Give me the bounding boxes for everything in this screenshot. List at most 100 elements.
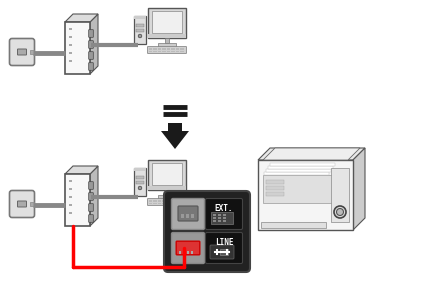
Bar — [134, 168, 146, 171]
Bar — [148, 8, 186, 38]
Polygon shape — [90, 14, 98, 74]
FancyBboxPatch shape — [89, 41, 94, 48]
Bar — [270, 163, 335, 166]
Bar — [158, 51, 162, 52]
Bar — [167, 201, 170, 202]
Bar — [266, 192, 284, 196]
Bar — [167, 200, 170, 201]
Bar — [181, 200, 184, 201]
Bar — [179, 251, 181, 254]
Bar — [218, 214, 221, 216]
FancyBboxPatch shape — [89, 193, 94, 200]
Bar — [148, 160, 186, 190]
Bar — [181, 49, 184, 50]
Bar — [176, 48, 179, 49]
Bar — [149, 200, 153, 201]
Bar — [263, 175, 333, 203]
Text: LINE: LINE — [215, 238, 233, 247]
FancyBboxPatch shape — [172, 232, 204, 263]
Bar — [266, 180, 284, 184]
Bar — [181, 201, 184, 202]
Bar — [136, 181, 144, 184]
Bar — [149, 49, 153, 50]
FancyBboxPatch shape — [147, 46, 187, 53]
Circle shape — [138, 34, 142, 38]
Bar — [172, 203, 175, 204]
Bar — [268, 166, 333, 169]
Bar — [165, 38, 169, 43]
Bar — [69, 212, 72, 214]
Bar — [158, 49, 162, 50]
Bar — [152, 11, 182, 33]
Bar — [167, 51, 170, 52]
Bar — [261, 222, 326, 228]
Bar — [69, 60, 72, 62]
Polygon shape — [65, 14, 98, 22]
Bar — [223, 214, 226, 216]
Bar — [176, 203, 179, 204]
Bar — [181, 203, 184, 204]
Bar — [266, 186, 284, 190]
Bar — [136, 29, 144, 32]
Bar — [223, 217, 226, 219]
Bar — [162, 49, 166, 50]
Bar — [220, 249, 228, 255]
Bar — [158, 48, 162, 49]
Circle shape — [334, 206, 346, 218]
Bar — [148, 34, 186, 38]
Bar — [69, 36, 72, 38]
Bar — [213, 217, 216, 219]
FancyBboxPatch shape — [178, 206, 198, 221]
FancyBboxPatch shape — [89, 63, 94, 70]
Bar — [30, 50, 34, 54]
Bar — [149, 203, 153, 204]
Bar — [258, 160, 353, 230]
Bar — [223, 220, 226, 222]
Polygon shape — [90, 166, 98, 226]
Bar — [69, 180, 72, 182]
Bar — [176, 51, 179, 52]
Bar — [172, 200, 175, 201]
Bar — [148, 186, 186, 190]
Bar — [136, 176, 144, 178]
Bar — [152, 163, 182, 185]
Bar — [181, 48, 184, 49]
Bar — [134, 168, 146, 196]
Bar — [158, 43, 176, 46]
Bar — [158, 200, 162, 201]
Bar — [264, 172, 329, 175]
Bar — [162, 203, 166, 204]
Bar — [149, 48, 153, 49]
Bar — [162, 51, 166, 52]
Text: EXT.: EXT. — [215, 204, 233, 213]
FancyBboxPatch shape — [9, 38, 34, 65]
FancyBboxPatch shape — [210, 245, 234, 259]
Bar — [172, 48, 175, 49]
FancyBboxPatch shape — [89, 52, 94, 59]
Bar — [167, 203, 170, 204]
Polygon shape — [258, 148, 365, 160]
Bar — [158, 203, 162, 204]
Bar — [213, 214, 216, 216]
FancyBboxPatch shape — [206, 232, 243, 263]
Bar — [181, 214, 184, 218]
Bar — [69, 188, 72, 190]
FancyBboxPatch shape — [172, 199, 204, 230]
Bar — [69, 196, 72, 198]
Bar — [181, 51, 184, 52]
Bar — [69, 28, 72, 30]
Bar — [153, 201, 157, 202]
Bar — [65, 22, 90, 74]
Bar — [176, 49, 179, 50]
Bar — [153, 51, 157, 52]
Bar — [153, 49, 157, 50]
FancyBboxPatch shape — [89, 204, 94, 211]
Bar — [165, 190, 169, 195]
FancyBboxPatch shape — [164, 191, 250, 272]
Bar — [172, 51, 175, 52]
Circle shape — [138, 186, 142, 190]
Bar — [162, 201, 166, 202]
Bar — [191, 214, 194, 218]
Bar — [176, 200, 179, 201]
Bar — [30, 202, 34, 206]
